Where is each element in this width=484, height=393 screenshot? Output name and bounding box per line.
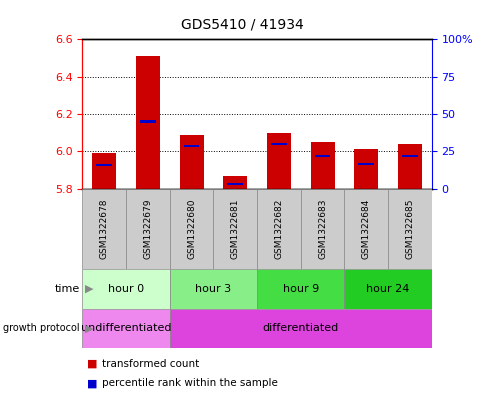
Bar: [257, 269, 344, 309]
Bar: [344, 269, 431, 309]
Text: ▶: ▶: [85, 284, 93, 294]
Text: hour 3: hour 3: [195, 284, 231, 294]
Text: GSM1322684: GSM1322684: [361, 199, 370, 259]
Bar: [266, 132, 290, 189]
Bar: [314, 155, 330, 157]
Text: GSM1322681: GSM1322681: [230, 199, 239, 259]
Text: GSM1322680: GSM1322680: [187, 199, 196, 259]
Bar: [213, 189, 257, 269]
Bar: [183, 145, 199, 147]
Bar: [227, 183, 242, 185]
Text: ■: ■: [87, 358, 98, 369]
Text: hour 9: hour 9: [282, 284, 318, 294]
Bar: [358, 163, 373, 165]
Bar: [387, 189, 431, 269]
Bar: [271, 143, 286, 145]
Bar: [96, 164, 112, 166]
Text: ▶: ▶: [85, 323, 93, 333]
Text: hour 24: hour 24: [365, 284, 409, 294]
Text: percentile rank within the sample: percentile rank within the sample: [102, 378, 277, 388]
Bar: [300, 189, 344, 269]
Bar: [82, 309, 169, 348]
Text: growth protocol: growth protocol: [3, 323, 80, 333]
Text: differentiated: differentiated: [262, 323, 338, 333]
Bar: [169, 309, 431, 348]
Bar: [344, 189, 387, 269]
Bar: [223, 176, 247, 189]
Bar: [126, 189, 169, 269]
Bar: [401, 155, 417, 157]
Bar: [136, 56, 160, 189]
Bar: [179, 134, 203, 189]
Bar: [92, 153, 116, 189]
Text: undifferentiated: undifferentiated: [81, 323, 171, 333]
Text: ■: ■: [87, 378, 98, 388]
Bar: [257, 189, 300, 269]
Text: hour 0: hour 0: [108, 284, 144, 294]
Text: GSM1322683: GSM1322683: [318, 199, 326, 259]
Text: GSM1322678: GSM1322678: [100, 199, 108, 259]
Bar: [169, 269, 257, 309]
Bar: [82, 189, 126, 269]
Bar: [82, 269, 169, 309]
Text: time: time: [55, 284, 80, 294]
Bar: [353, 149, 378, 189]
Text: GSM1322682: GSM1322682: [274, 199, 283, 259]
Text: GDS5410 / 41934: GDS5410 / 41934: [181, 18, 303, 32]
Bar: [169, 189, 213, 269]
Text: GSM1322685: GSM1322685: [405, 199, 413, 259]
Text: GSM1322679: GSM1322679: [143, 199, 152, 259]
Text: transformed count: transformed count: [102, 358, 199, 369]
Bar: [397, 144, 421, 189]
Bar: [310, 142, 334, 189]
Bar: [140, 120, 155, 123]
